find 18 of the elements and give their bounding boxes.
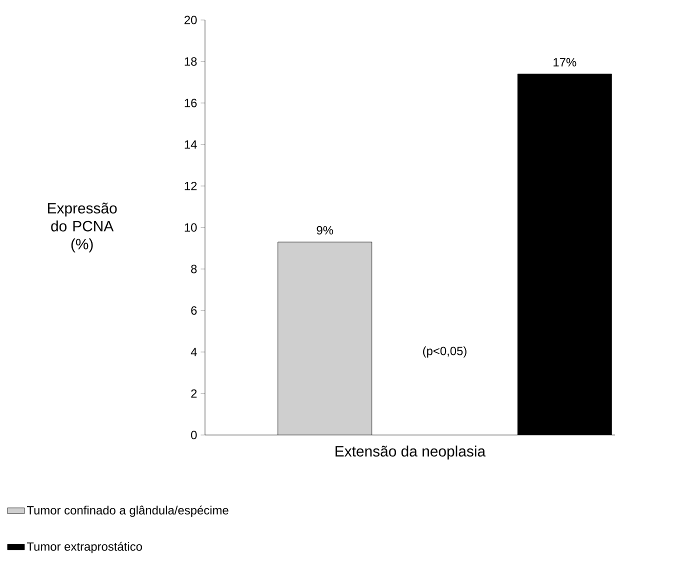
y-tick-label: 14 <box>184 140 197 149</box>
legend-label: Tumor extraprostático <box>26 542 142 554</box>
annotation: (p<0,05) <box>423 346 466 358</box>
y-tick-label: 18 <box>184 57 197 66</box>
y-tick-label: 0 <box>191 430 197 440</box>
data-label: 9% <box>316 226 334 234</box>
data-label: 17% <box>554 58 576 66</box>
y-tick-label: 8 <box>191 264 197 274</box>
y-tick-label: 2 <box>191 389 197 398</box>
y-tick-label: 12 <box>184 182 197 190</box>
legend-label: Tumor confinado a glândula/espécime <box>26 506 228 517</box>
y-tick-label: 6 <box>191 306 197 315</box>
y-tick-label: 4 <box>190 348 197 356</box>
y-tick-label: 10 <box>184 223 197 232</box>
y-tick-label: 16 <box>184 98 197 108</box>
y-tick-label: 20 <box>184 16 197 24</box>
x-axis-title: Extensão da neoplasia <box>336 446 486 460</box>
y-axis-title: Expressão do PCNA (%) <box>48 202 117 252</box>
